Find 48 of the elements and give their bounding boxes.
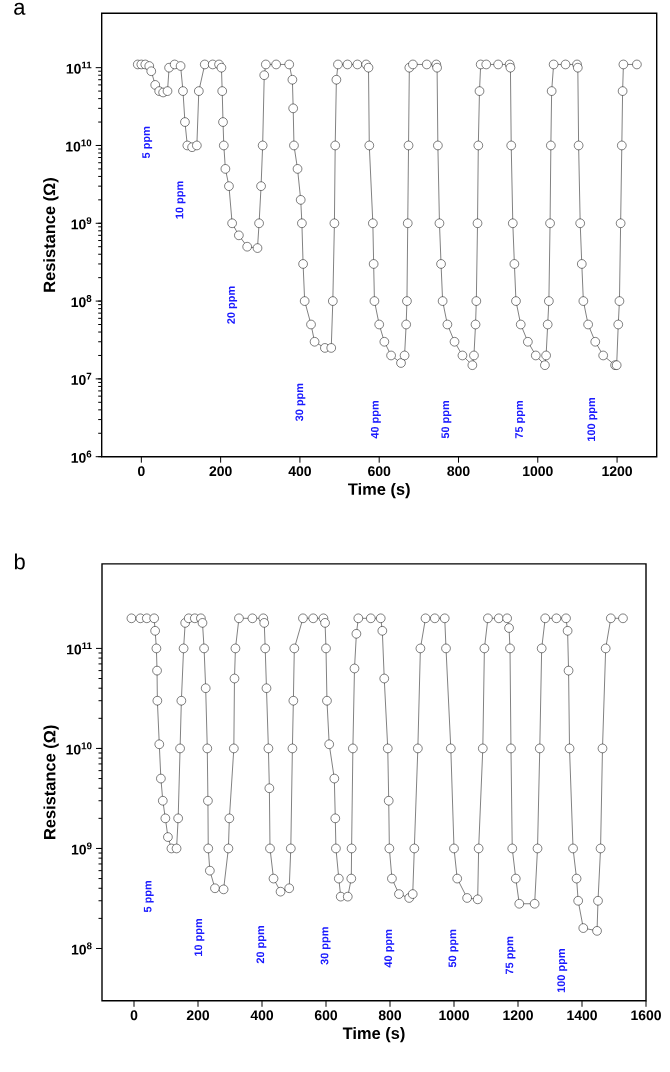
x-tick-label: 800: [378, 1010, 402, 1021]
x-tick-label: 200: [186, 1010, 210, 1021]
annotation: 30 ppm: [320, 927, 331, 965]
x-tick-label: 1000: [439, 1010, 469, 1021]
annotation: 20 ppm: [227, 286, 238, 324]
x-tick-label: 1600: [631, 1010, 661, 1021]
x-tick-label: 600: [314, 1010, 338, 1021]
chart-title: b: [14, 553, 25, 570]
annotation: 20 ppm: [256, 925, 267, 964]
annotation: 75 ppm: [515, 400, 526, 439]
annotation: 10 ppm: [175, 181, 186, 219]
annotation: 100 ppm: [557, 949, 568, 993]
x-tick-label: 0: [130, 1010, 138, 1021]
annotation: 50 ppm: [448, 929, 459, 968]
x-tick-label: 1200: [602, 466, 632, 477]
x-axis-title: Time (s): [342, 1027, 405, 1043]
x-tick-label: 1400: [567, 1010, 597, 1021]
x-tick-label: 1000: [523, 466, 553, 477]
annotation: 50 ppm: [441, 400, 452, 439]
x-tick-label: 400: [250, 1010, 274, 1021]
x-tick-label: 800: [447, 466, 470, 477]
y-tick-label: 10$^{8}$: [71, 942, 92, 955]
annotation: 5 ppm: [143, 880, 154, 913]
x-tick-label: 200: [209, 466, 232, 477]
y-tick-label: 10$^{8}$: [71, 295, 92, 308]
annotation: 10 ppm: [194, 918, 205, 956]
x-tick-label: 0: [138, 466, 145, 477]
annotation: 100 ppm: [587, 397, 598, 441]
annotation: 30 ppm: [295, 383, 306, 422]
y-tick-label: 10$^{10}$: [66, 139, 92, 152]
y-tick-label: 10$^{7}$: [71, 372, 92, 385]
annotation: 40 ppm: [384, 929, 395, 968]
y-axis-title: Resistance (Ω): [43, 725, 59, 839]
x-tick-label: 400: [288, 466, 311, 477]
chart-title: a: [14, 2, 26, 15]
y-tick-label: 10$^{11}$: [66, 61, 92, 74]
y-tick-label: 10$^{10}$: [66, 742, 92, 755]
x-axis-title: Time (s): [348, 482, 410, 499]
y-tick-label: 10$^{9}$: [71, 217, 92, 230]
y-axis-title: Resistance (Ω): [43, 178, 59, 292]
x-tick-label: 600: [368, 466, 391, 477]
annotation: 40 ppm: [370, 400, 381, 439]
y-tick-label: 10$^{11}$: [67, 642, 92, 655]
annotation: 75 ppm: [505, 936, 516, 975]
y-tick-label: 10$^{9}$: [71, 842, 92, 855]
x-tick-label: 1200: [503, 1010, 533, 1021]
y-tick-label: 10$^{6}$: [71, 450, 92, 463]
annotation: 5 ppm: [142, 126, 153, 159]
